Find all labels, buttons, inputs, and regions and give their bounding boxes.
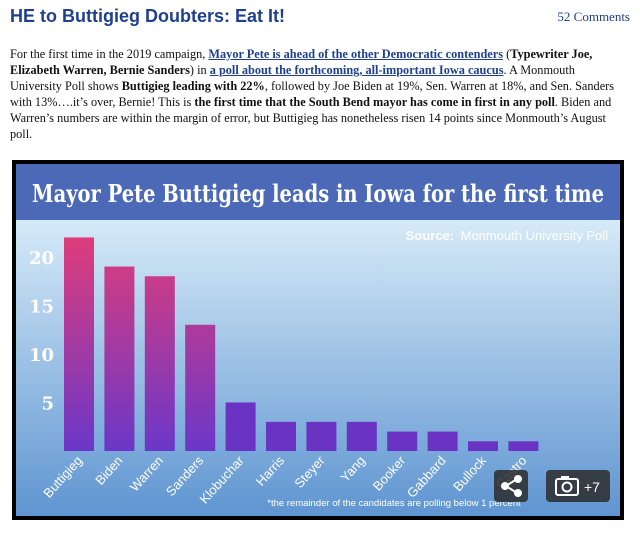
y-tick-label: 15 (29, 296, 54, 317)
chart-source-name: Monmouth University Poll (461, 228, 608, 243)
y-tick-label: 20 (29, 248, 54, 269)
photo-count: +7 (584, 479, 600, 495)
camera-icon (555, 476, 579, 496)
chart-title: Mayor Pete Buttigieg leads in Iowa for t… (32, 179, 604, 208)
bar (306, 421, 337, 451)
body-text: . A Monmouth University Poll shows (10, 63, 575, 93)
bar (468, 441, 498, 451)
body-bold: Buttigieg leading with 22% (121, 79, 265, 93)
body-text: . Biden and Warren’s numbers are within … (10, 95, 612, 141)
bar (266, 421, 296, 451)
body-text: ( (503, 47, 511, 61)
share-button[interactable] (494, 470, 528, 502)
y-tick-label: 10 (29, 345, 54, 366)
body-bold: Typewriter Joe, Elizabeth Warren, Bernie… (10, 47, 593, 77)
poll-chart: Mayor Pete Buttigieg leads in Iowa for t… (16, 164, 620, 516)
bar (144, 276, 175, 451)
article-link-iowa-poll[interactable]: a poll about the forthcoming, all-import… (209, 63, 504, 77)
article-link-mayor-pete[interactable]: Mayor Pete is ahead of the other Democra… (208, 47, 504, 61)
chart-header-band (16, 164, 620, 220)
chart-figure: Mayor Pete Buttigieg leads in Iowa for t… (12, 160, 624, 520)
body-text: , followed by Joe Biden at 19%, Sen. War… (10, 79, 615, 109)
photo-gallery-button[interactable]: +7 (546, 470, 610, 502)
chart-source-label: Source: (406, 228, 454, 243)
y-tick-label: 5 (41, 393, 54, 414)
post-title[interactable]: HE to Buttigieg Doubters: Eat It! (10, 6, 285, 26)
chart-source: Source: Monmouth University Poll (406, 228, 609, 243)
comments-link[interactable]: 52 Comments (557, 9, 630, 24)
bar (508, 441, 539, 451)
bar (346, 421, 377, 451)
chart-footnote: *the remainder of the candidates are pol… (267, 498, 521, 509)
post-body: For the first time in the 2019 campaign,… (10, 46, 625, 142)
share-icon (501, 475, 522, 497)
body-bold: the first time that the South Bend mayor… (194, 95, 555, 109)
bar (64, 237, 94, 451)
bar (225, 402, 256, 451)
body-text: ) in (189, 63, 210, 77)
bar (185, 324, 216, 451)
bar (104, 266, 135, 451)
bar (387, 431, 418, 451)
body-text: For the first time in the 2019 campaign, (10, 47, 209, 61)
bar (427, 431, 458, 451)
